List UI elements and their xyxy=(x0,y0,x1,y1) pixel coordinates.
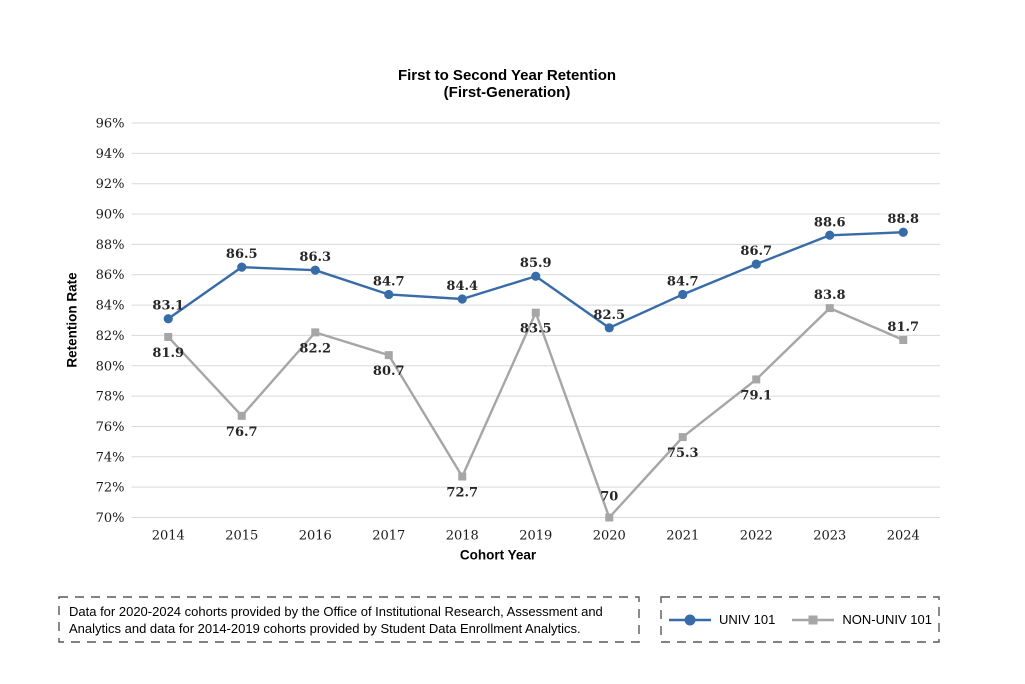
data-point[interactable] xyxy=(163,314,173,324)
data-label: 85.9 xyxy=(520,256,552,271)
x-tick-label: 2023 xyxy=(813,529,846,544)
y-tick-label: 96% xyxy=(96,117,125,132)
legend-line-square-icon xyxy=(792,615,835,624)
data-point[interactable] xyxy=(678,289,688,300)
data-point[interactable] xyxy=(751,259,761,269)
x-tick-label: 2024 xyxy=(887,529,920,544)
footnote-text: Data for 2020-2024 cohorts provided by t… xyxy=(69,603,629,637)
data-point[interactable] xyxy=(384,351,393,360)
data-label: 83.5 xyxy=(520,322,552,337)
data-point[interactable] xyxy=(237,262,247,272)
data-point[interactable] xyxy=(310,265,320,275)
data-label: 76.7 xyxy=(226,425,258,440)
legend-label-non-univ101: NON-UNIV 101 xyxy=(842,612,932,627)
data-point[interactable] xyxy=(531,271,541,281)
data-label: 75.3 xyxy=(667,446,699,461)
legend-item-non-univ101[interactable]: NON-UNIV 101 xyxy=(791,612,932,627)
data-label: 72.7 xyxy=(446,486,478,501)
data-point[interactable] xyxy=(825,230,835,240)
data-label: 80.7 xyxy=(373,364,405,379)
data-point[interactable] xyxy=(531,308,540,317)
x-tick-label: 2018 xyxy=(446,529,479,544)
y-tick-label: 94% xyxy=(96,147,125,162)
data-point[interactable] xyxy=(752,375,761,384)
y-tick-label: 72% xyxy=(96,481,125,496)
y-tick-label: 90% xyxy=(96,208,125,223)
x-tick-label: 2017 xyxy=(372,529,405,544)
x-tick-label: 2021 xyxy=(666,529,699,544)
y-tick-label: 70% xyxy=(96,511,125,526)
x-tick-label: 2015 xyxy=(225,529,258,544)
legend: UNIV 101 NON-UNIV 101 xyxy=(660,596,940,643)
x-tick-label: 2022 xyxy=(740,529,773,544)
data-label: 81.9 xyxy=(152,346,184,361)
y-tick-label: 84% xyxy=(96,299,125,314)
x-tick-label: 2016 xyxy=(299,529,332,544)
data-point[interactable] xyxy=(384,289,394,300)
y-tick-label: 86% xyxy=(96,268,125,283)
footnote-line2: Analytics and data for 2014-2019 cohorts… xyxy=(69,621,581,636)
y-tick-label: 82% xyxy=(96,329,125,344)
data-point[interactable] xyxy=(457,294,467,304)
footnote-box: Data for 2020-2024 cohorts provided by t… xyxy=(58,596,640,643)
data-point[interactable] xyxy=(164,332,173,341)
data-label: 70 xyxy=(600,490,618,505)
y-tick-label: 88% xyxy=(96,238,125,253)
data-label: 86.5 xyxy=(226,247,258,262)
data-label: 83.1 xyxy=(152,299,184,314)
data-label: 82.2 xyxy=(299,341,331,356)
x-tick-label: 2019 xyxy=(519,529,552,544)
data-point[interactable] xyxy=(237,411,246,420)
chart-title-line2: (First-Generation) xyxy=(443,84,571,101)
x-tick-label: 2014 xyxy=(152,529,185,544)
legend-item-univ101[interactable]: UNIV 101 xyxy=(668,612,775,627)
chart-title-line1: First to Second Year Retention xyxy=(397,67,617,84)
y-tick-label: 78% xyxy=(96,390,125,405)
legend-label-univ101: UNIV 101 xyxy=(719,612,776,627)
data-label: 83.8 xyxy=(814,288,846,303)
data-label: 79.1 xyxy=(740,388,772,403)
data-point[interactable] xyxy=(678,433,687,442)
data-point[interactable] xyxy=(898,227,908,237)
data-point[interactable] xyxy=(311,328,320,337)
data-point[interactable] xyxy=(825,304,834,313)
data-point[interactable] xyxy=(899,335,908,344)
data-label: 81.7 xyxy=(887,320,919,335)
data-point[interactable] xyxy=(605,513,614,522)
y-tick-label: 92% xyxy=(96,177,125,192)
y-axis-title: Retention Rate xyxy=(64,272,80,368)
y-tick-label: 76% xyxy=(96,420,125,435)
legend-line-circle-icon xyxy=(669,614,712,625)
chart-title: First to Second Year Retention (First-Ge… xyxy=(0,67,1014,101)
x-axis-title: Cohort Year xyxy=(459,547,537,563)
data-label: 84.4 xyxy=(446,279,478,294)
footnote-line1: Data for 2020-2024 cohorts provided by t… xyxy=(69,604,603,619)
x-tick-label: 2020 xyxy=(593,529,626,544)
footnote-box-border xyxy=(58,596,640,643)
data-label: 88.8 xyxy=(887,212,919,227)
legend-items: UNIV 101 NON-UNIV 101 xyxy=(660,596,940,643)
series-line-NON-UNIV 101 xyxy=(167,306,904,519)
data-label: 82.5 xyxy=(593,308,625,323)
y-tick-label: 80% xyxy=(96,359,125,374)
plot-area: 70% 72% 74% 76% 78% 80% 82% 84% 86% 88% 90% 92% 94% 9… xyxy=(96,117,940,544)
y-tick-label: 74% xyxy=(96,450,125,465)
data-label: 88.6 xyxy=(814,215,846,230)
data-label: 84.7 xyxy=(373,274,405,289)
data-point[interactable] xyxy=(604,323,614,333)
data-point[interactable] xyxy=(458,472,467,481)
data-label: 86.3 xyxy=(299,250,331,265)
data-label: 86.7 xyxy=(740,244,772,259)
data-label: 84.7 xyxy=(667,274,699,289)
